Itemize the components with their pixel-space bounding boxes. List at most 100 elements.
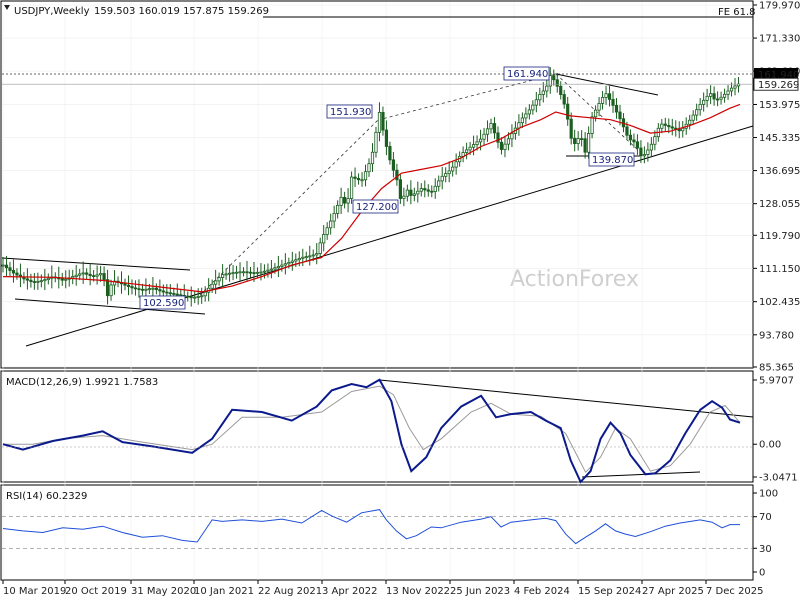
candle-body: [336, 204, 340, 214]
candle-body: [635, 141, 640, 149]
candle-body: [43, 279, 47, 282]
candle-body: [409, 189, 413, 196]
time-tick-label: 3 Apr 2022: [322, 586, 377, 597]
candle-body: [695, 109, 699, 116]
candle-body: [356, 178, 361, 181]
candle-body: [304, 256, 308, 258]
candle-body: [628, 134, 633, 141]
candle-body: [611, 99, 615, 106]
candle-body: [15, 272, 19, 276]
candle-body: [705, 95, 709, 101]
candle-body: [447, 170, 451, 175]
rsi-tick-label: 0: [759, 568, 765, 579]
candle-body: [604, 93, 608, 98]
candle-body: [315, 253, 319, 256]
candle-body: [39, 280, 43, 283]
candle-body: [88, 273, 92, 277]
rsi-tick-label: 100: [759, 489, 778, 500]
candle-body: [4, 264, 9, 269]
macd-label: MACD(12,26,9) 1.9921 1.7583: [6, 377, 158, 388]
candle-body: [667, 125, 671, 128]
candle-body: [74, 274, 78, 277]
candle-body: [308, 255, 312, 258]
candle-body: [468, 146, 472, 151]
collapse-icon[interactable]: [4, 5, 10, 10]
ohlc-label: 159.503 160.019 157.875 159.269: [94, 6, 269, 17]
time-tick-label: 4 Feb 2024: [514, 586, 570, 597]
rsi-panel: [0, 484, 754, 581]
candle-body: [196, 296, 200, 298]
candle-body: [252, 272, 256, 274]
candle-body: [269, 268, 274, 271]
candle-body: [405, 189, 409, 197]
candle-body: [559, 85, 563, 95]
candle-body: [496, 132, 500, 143]
candle-body: [266, 269, 270, 272]
candle-body: [649, 143, 653, 151]
candle-body: [475, 141, 479, 145]
candle-body: [632, 139, 636, 143]
candle-body: [332, 213, 336, 222]
candle-body: [339, 196, 343, 206]
candle-body: [283, 263, 287, 266]
candle-body: [646, 149, 650, 155]
candle-body: [548, 75, 552, 87]
candle-body: [653, 136, 657, 145]
price-labels: 161.940 151.930 127.200 139.870 102.590: [139, 66, 635, 310]
candle-body: [255, 271, 260, 274]
candle-body: [92, 275, 96, 278]
candle-body: [709, 93, 713, 97]
macd-base-line: [581, 471, 701, 478]
candle-body: [527, 109, 531, 115]
candle-body: [381, 112, 385, 131]
candle-body: [294, 259, 298, 262]
macd-signal-line: [3, 385, 741, 474]
candle-body: [262, 270, 267, 273]
candle-body: [681, 127, 685, 132]
symbol-label: USDJPY,Weekly: [14, 6, 90, 17]
candle-body: [217, 277, 221, 282]
candle-body: [726, 90, 730, 95]
candle-body: [147, 288, 152, 291]
candle-body: [360, 179, 364, 182]
svg-text:139.870: 139.870: [592, 155, 633, 166]
candle-body: [590, 116, 594, 134]
rsi-line: [2, 509, 740, 545]
time-tick-label: 15 Sep 2024: [578, 586, 641, 597]
candle-body: [8, 267, 12, 271]
candle-body: [607, 93, 612, 100]
time-tick-label: 10 Mar 2019: [3, 586, 66, 597]
channel-upper: [1, 257, 191, 271]
candle-body: [580, 138, 584, 140]
candle-body: [593, 109, 598, 118]
candle-body: [712, 93, 716, 100]
candle-body: [531, 104, 535, 111]
candle-body: [541, 90, 545, 95]
candle-body: [78, 273, 82, 276]
candle-body: [492, 123, 497, 134]
candle-body: [562, 94, 566, 105]
candle-body: [175, 293, 179, 296]
price-tick-label: 136.695: [759, 166, 800, 177]
price-tick-label: 145.335: [759, 133, 800, 144]
candle-body: [587, 133, 591, 153]
candle-body: [520, 117, 524, 124]
time-tick-label: 22 Aug 2021: [258, 586, 322, 597]
candle-body: [32, 281, 36, 283]
macd-tick-label: 0.00: [759, 440, 781, 451]
candle-body: [391, 159, 396, 171]
candle-body: [715, 98, 720, 101]
candle-body: [322, 234, 326, 244]
candle-body: [367, 163, 371, 173]
candle-body: [71, 276, 75, 279]
svg-text:161.940: 161.940: [507, 69, 548, 80]
candle-body: [545, 85, 549, 92]
candle-body: [478, 138, 483, 143]
candle-body: [353, 176, 357, 179]
candle-body: [189, 296, 193, 299]
candle-body: [691, 114, 695, 121]
candle-body: [663, 123, 667, 126]
macd-line: [2, 378, 741, 484]
price-panel: [0, 0, 754, 369]
